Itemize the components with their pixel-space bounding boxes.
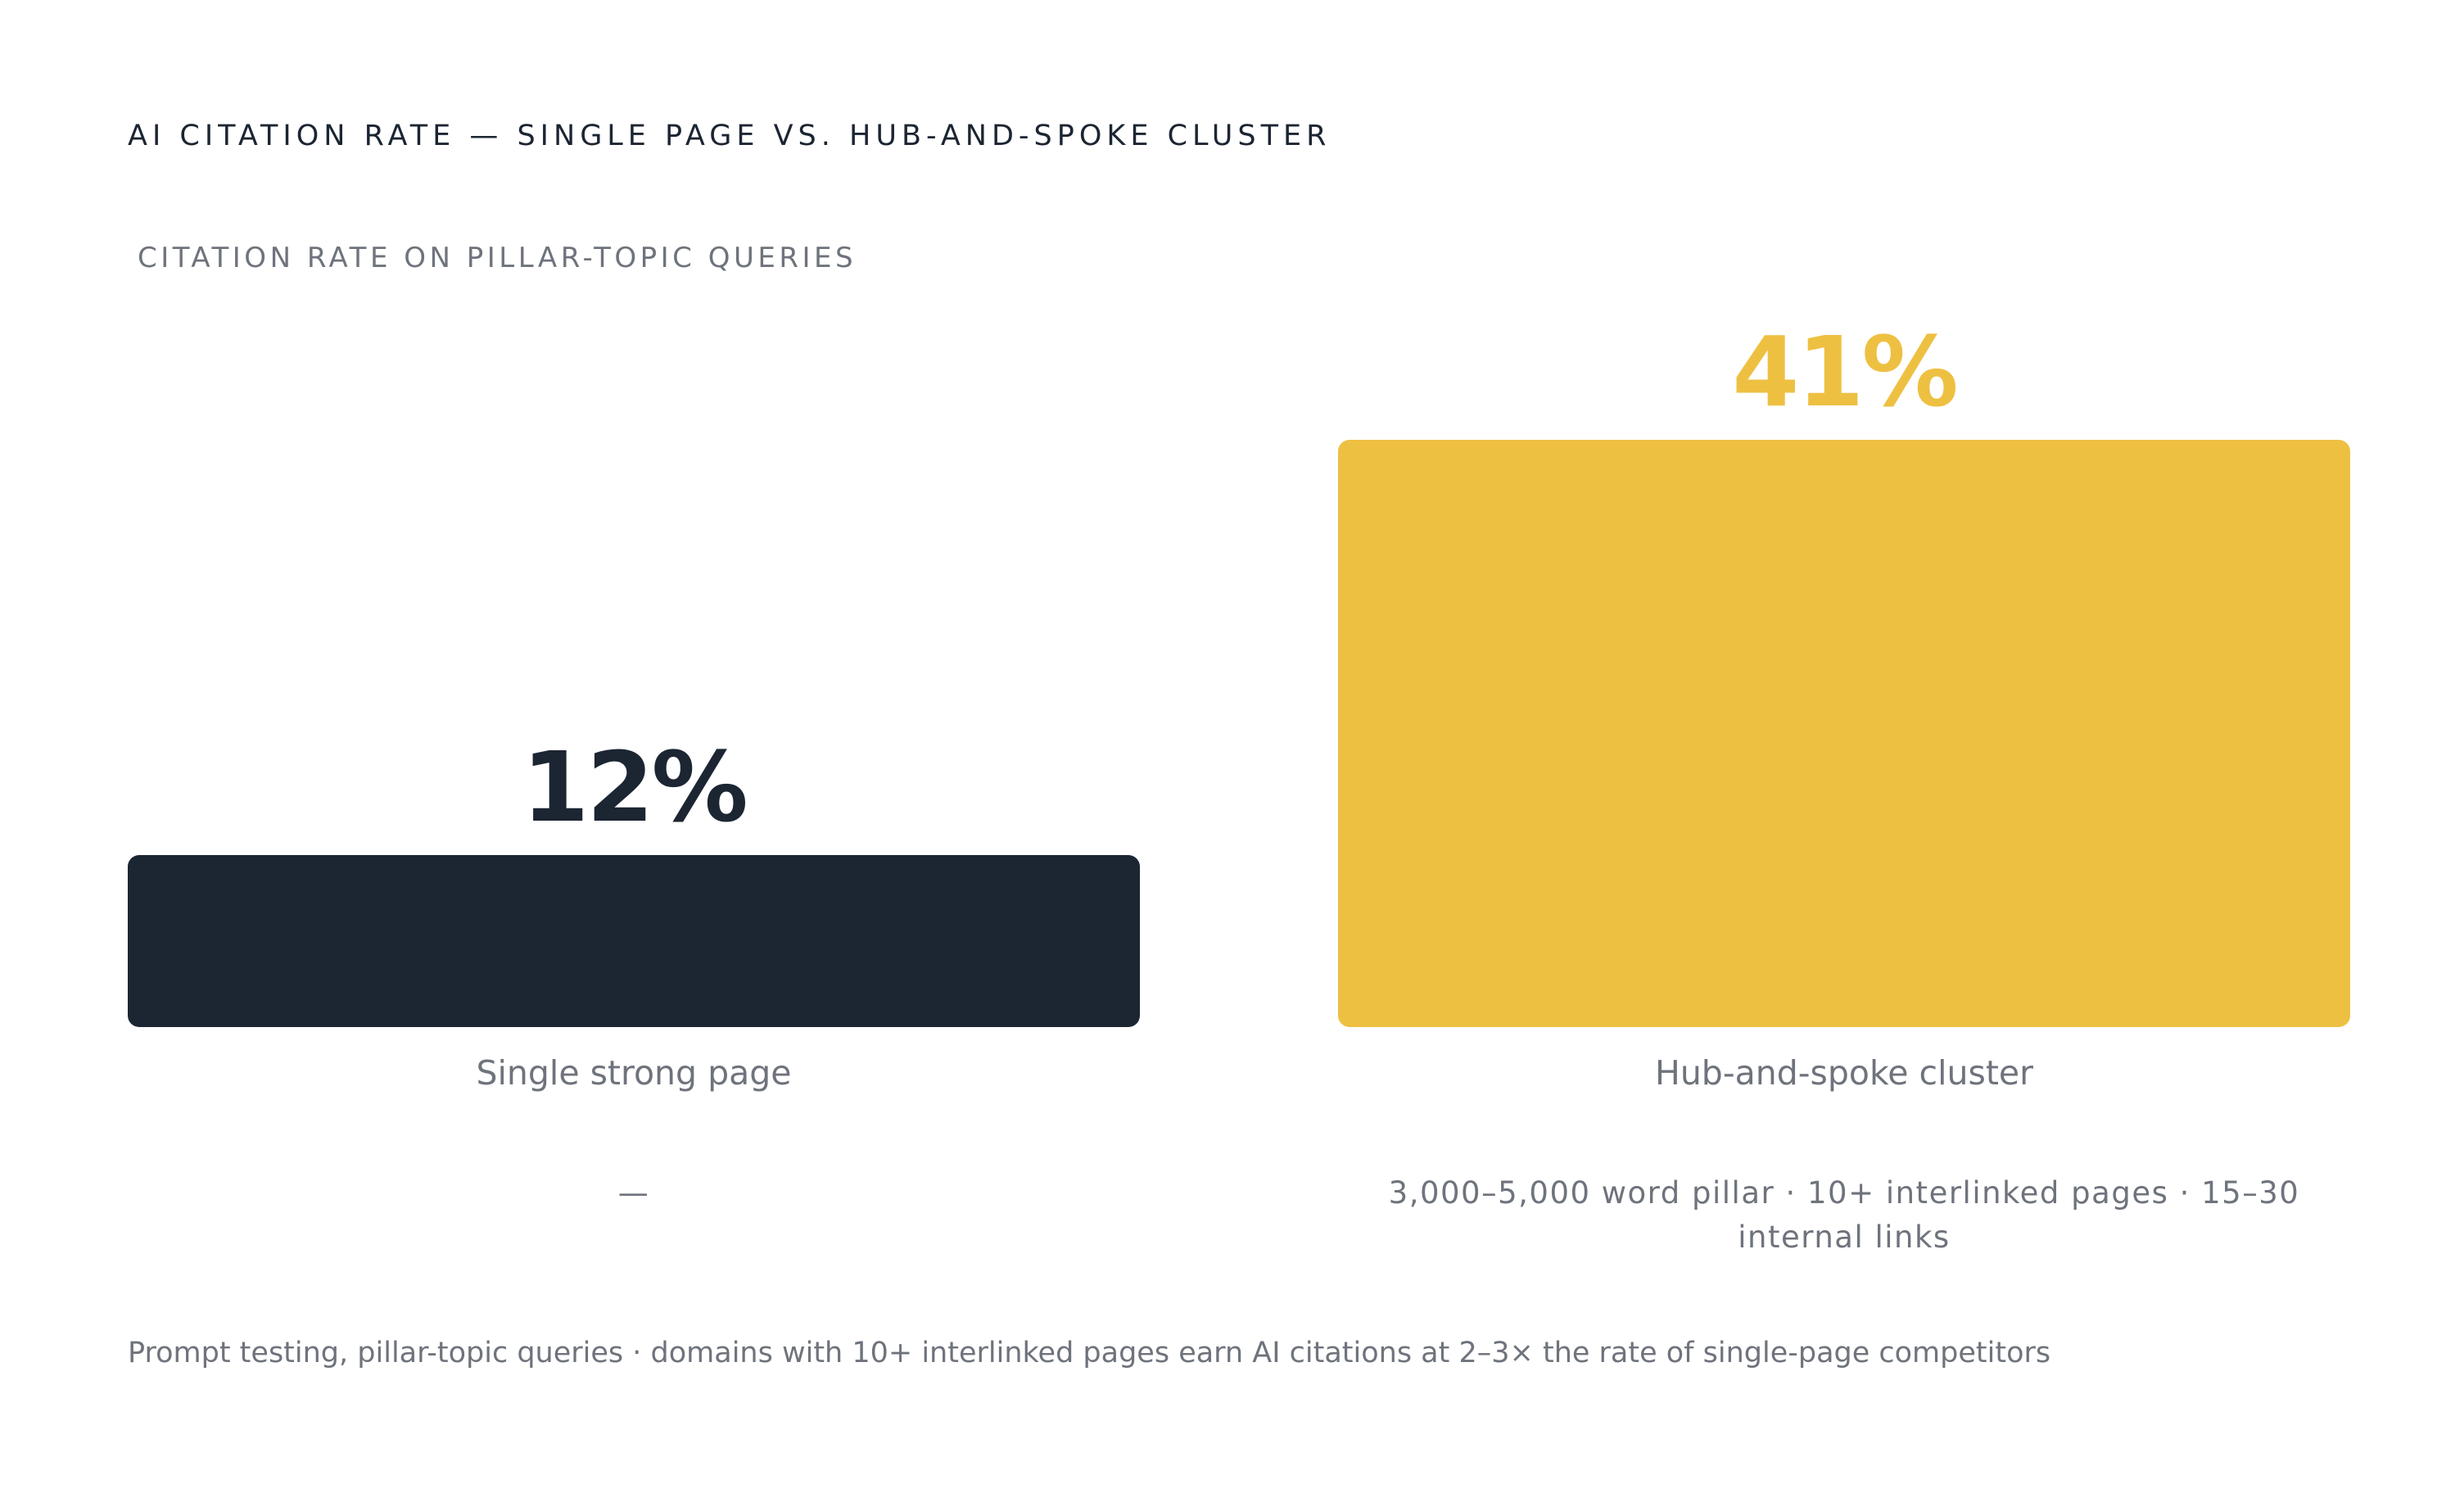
category-label-single-page: Single strong page bbox=[476, 1053, 792, 1093]
bar-single-page bbox=[128, 855, 1140, 1027]
value-label-hub-and-spoke: 41% bbox=[1732, 315, 1958, 428]
note-single-page: — bbox=[617, 1175, 650, 1211]
value-label-single-page: 12% bbox=[522, 731, 748, 844]
chart-title: AI CITATION RATE — SINGLE PAGE VS. HUB-A… bbox=[128, 120, 1331, 152]
chart-subtitle: CITATION RATE ON PILLAR-TOPIC QUERIES bbox=[138, 242, 857, 274]
category-label-hub-and-spoke: Hub-and-spoke cluster bbox=[1654, 1053, 2033, 1093]
chart-footnote: Prompt testing, pillar-topic queries · d… bbox=[128, 1337, 2051, 1369]
bar-hub-and-spoke bbox=[1338, 440, 2350, 1027]
note-hub-and-spoke: 3,000–5,000 word pillar · 10+ interlinke… bbox=[1388, 1175, 2300, 1255]
